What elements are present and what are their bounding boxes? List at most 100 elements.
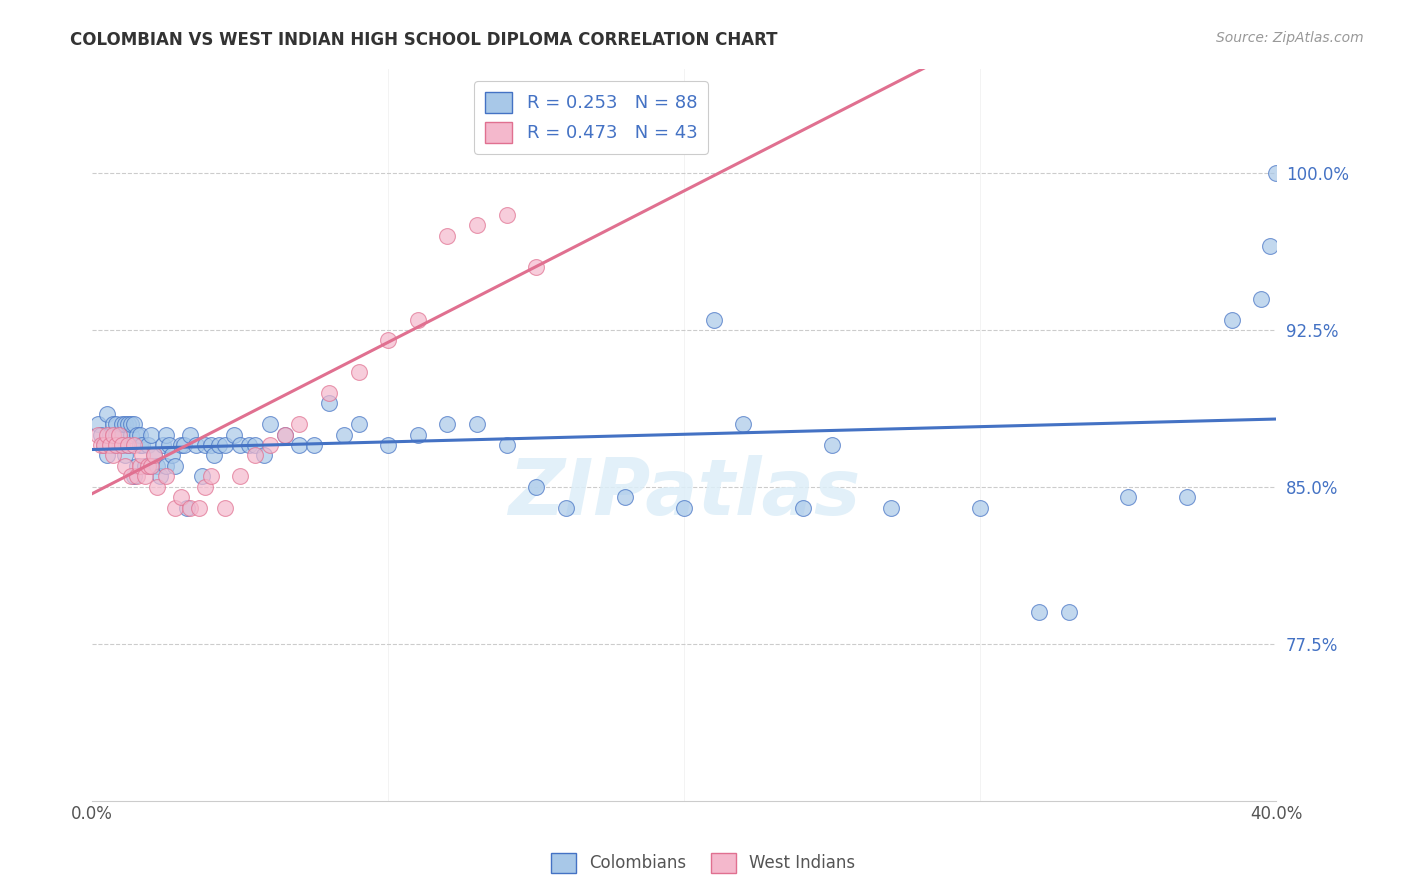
Point — [1175, 491, 1198, 505]
Point — [465, 219, 488, 233]
Point — [146, 480, 169, 494]
Point — [141, 458, 163, 473]
Point — [1220, 312, 1243, 326]
Point — [157, 438, 180, 452]
Point — [111, 438, 134, 452]
Point — [184, 438, 207, 452]
Point — [318, 396, 340, 410]
Point — [170, 438, 193, 452]
Point — [259, 417, 281, 431]
Point — [155, 469, 177, 483]
Text: Source: ZipAtlas.com: Source: ZipAtlas.com — [1216, 31, 1364, 45]
Point — [128, 458, 150, 473]
Point — [214, 500, 236, 515]
Point — [98, 438, 121, 452]
Point — [114, 417, 136, 431]
Point — [969, 500, 991, 515]
Point — [179, 427, 201, 442]
Point — [117, 438, 139, 452]
Point — [138, 458, 160, 473]
Point — [318, 385, 340, 400]
Point — [229, 438, 252, 452]
Point — [111, 427, 134, 442]
Point — [143, 449, 166, 463]
Point — [125, 427, 148, 442]
Point — [613, 491, 636, 505]
Point — [117, 417, 139, 431]
Point — [160, 449, 183, 463]
Point — [406, 427, 429, 442]
Point — [332, 427, 354, 442]
Point — [1250, 292, 1272, 306]
Point — [114, 458, 136, 473]
Point — [155, 427, 177, 442]
Point — [347, 417, 370, 431]
Text: COLOMBIAN VS WEST INDIAN HIGH SCHOOL DIPLOMA CORRELATION CHART: COLOMBIAN VS WEST INDIAN HIGH SCHOOL DIP… — [70, 31, 778, 49]
Point — [273, 427, 295, 442]
Point — [208, 438, 231, 452]
Point — [134, 469, 156, 483]
Point — [377, 438, 399, 452]
Point — [1116, 491, 1139, 505]
Point — [1057, 606, 1080, 620]
Point — [125, 458, 148, 473]
Point — [120, 427, 142, 442]
Point — [524, 480, 547, 494]
Point — [98, 438, 121, 452]
Point — [155, 458, 177, 473]
Point — [101, 438, 124, 452]
Point — [200, 438, 222, 452]
Point — [149, 469, 172, 483]
Point — [165, 458, 187, 473]
Point — [821, 438, 844, 452]
Point — [880, 500, 903, 515]
Point — [108, 438, 131, 452]
Point — [90, 427, 112, 442]
Point — [347, 365, 370, 379]
Legend: R = 0.253   N = 88, R = 0.473   N = 43: R = 0.253 N = 88, R = 0.473 N = 43 — [474, 81, 709, 153]
Point — [122, 469, 145, 483]
Y-axis label: High School Diploma: High School Diploma — [0, 348, 8, 521]
Point — [128, 427, 150, 442]
Text: ZIPatlas: ZIPatlas — [508, 455, 860, 531]
Point — [465, 417, 488, 431]
Point — [143, 449, 166, 463]
Point — [170, 491, 193, 505]
Point — [173, 438, 195, 452]
Point — [302, 438, 325, 452]
Point — [406, 312, 429, 326]
Point — [152, 438, 174, 452]
Point — [194, 438, 217, 452]
Point — [1258, 239, 1281, 253]
Point — [202, 449, 225, 463]
Point — [165, 500, 187, 515]
Point — [194, 480, 217, 494]
Point — [253, 449, 276, 463]
Point — [554, 500, 576, 515]
Point — [96, 427, 118, 442]
Point — [179, 500, 201, 515]
Point — [214, 438, 236, 452]
Point — [117, 438, 139, 452]
Point — [273, 427, 295, 442]
Point — [703, 312, 725, 326]
Point — [114, 449, 136, 463]
Point — [134, 458, 156, 473]
Point — [93, 438, 115, 452]
Point — [238, 438, 260, 452]
Point — [436, 417, 458, 431]
Point — [120, 417, 142, 431]
Point — [146, 458, 169, 473]
Point — [111, 438, 134, 452]
Point — [122, 438, 145, 452]
Point — [495, 438, 517, 452]
Point — [131, 449, 153, 463]
Point — [87, 427, 110, 442]
Point — [141, 458, 163, 473]
Point — [436, 228, 458, 243]
Point — [90, 438, 112, 452]
Point — [377, 334, 399, 348]
Point — [104, 417, 127, 431]
Point — [101, 449, 124, 463]
Point — [224, 427, 246, 442]
